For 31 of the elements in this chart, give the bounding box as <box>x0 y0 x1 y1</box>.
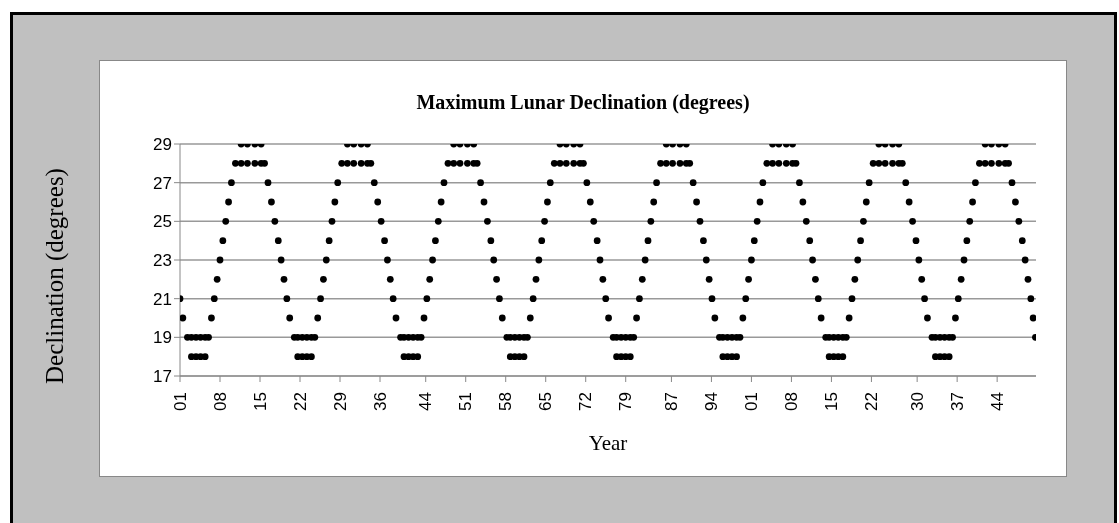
x-tick-label: 58 <box>496 392 516 411</box>
y-tick-label: 25 <box>153 212 172 232</box>
x-tick-label: 87 <box>661 392 681 411</box>
x-tick-label: 22 <box>290 392 310 411</box>
y-axis-title: Declination (degrees) <box>41 167 69 386</box>
x-axis-title: Year <box>587 431 629 456</box>
x-tick-label: 51 <box>456 392 476 411</box>
x-tick-label: 15 <box>821 392 841 411</box>
x-tick-label: 94 <box>701 392 721 411</box>
y-tick-label: 27 <box>153 173 172 193</box>
y-tick-label: 29 <box>153 135 172 155</box>
x-tick-label: 08 <box>210 392 230 411</box>
x-tick-label: 72 <box>576 392 596 411</box>
x-tick-label: 29 <box>330 392 350 411</box>
x-tick-label: 08 <box>781 392 801 411</box>
x-tick-label: 36 <box>370 392 390 411</box>
y-tick-label: 23 <box>153 251 172 271</box>
x-tick-label: 65 <box>536 392 556 411</box>
x-tick-label: 01 <box>741 392 761 411</box>
x-tick-label: 30 <box>907 392 927 411</box>
y-tick-label: 17 <box>153 367 172 387</box>
x-tick-label: 22 <box>861 392 881 411</box>
x-tick-label: 15 <box>250 392 270 411</box>
x-tick-label: 79 <box>616 392 636 411</box>
y-tick-label: 19 <box>153 328 172 348</box>
chart-title: Maximum Lunar Declination (degrees) <box>415 91 751 114</box>
x-tick-label: 44 <box>416 392 436 411</box>
x-tick-label: 37 <box>947 392 967 411</box>
y-tick-label: 21 <box>153 289 172 309</box>
x-tick-label: 01 <box>170 392 190 411</box>
x-tick-label: 44 <box>987 392 1007 411</box>
